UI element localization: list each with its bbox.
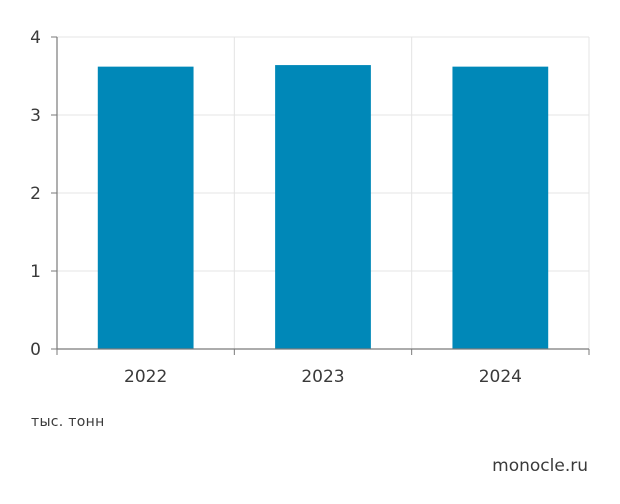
bar-chart: 0 1 2 3 4 2022 2023 2024 (30, 28, 590, 387)
x-tick-label: 2022 (124, 367, 167, 387)
x-tick-label: 2024 (479, 367, 522, 387)
bar-2022 (97, 66, 194, 349)
bar-2024 (452, 66, 549, 349)
bar-2023 (275, 65, 371, 349)
tick-labels: 0 1 2 3 4 2022 2023 2024 (30, 28, 522, 387)
y-tick-label: 1 (30, 262, 41, 282)
y-tick-label: 3 (30, 106, 41, 126)
axes (51, 36, 590, 355)
y-tick-label: 2 (30, 184, 41, 204)
unit-label: тыс. тонн (31, 414, 105, 430)
x-tick-label: 2023 (301, 367, 344, 387)
source-label: monocle.ru (492, 456, 588, 476)
bars (97, 65, 549, 349)
y-tick-label: 4 (30, 28, 41, 48)
y-tick-label: 0 (30, 340, 41, 360)
